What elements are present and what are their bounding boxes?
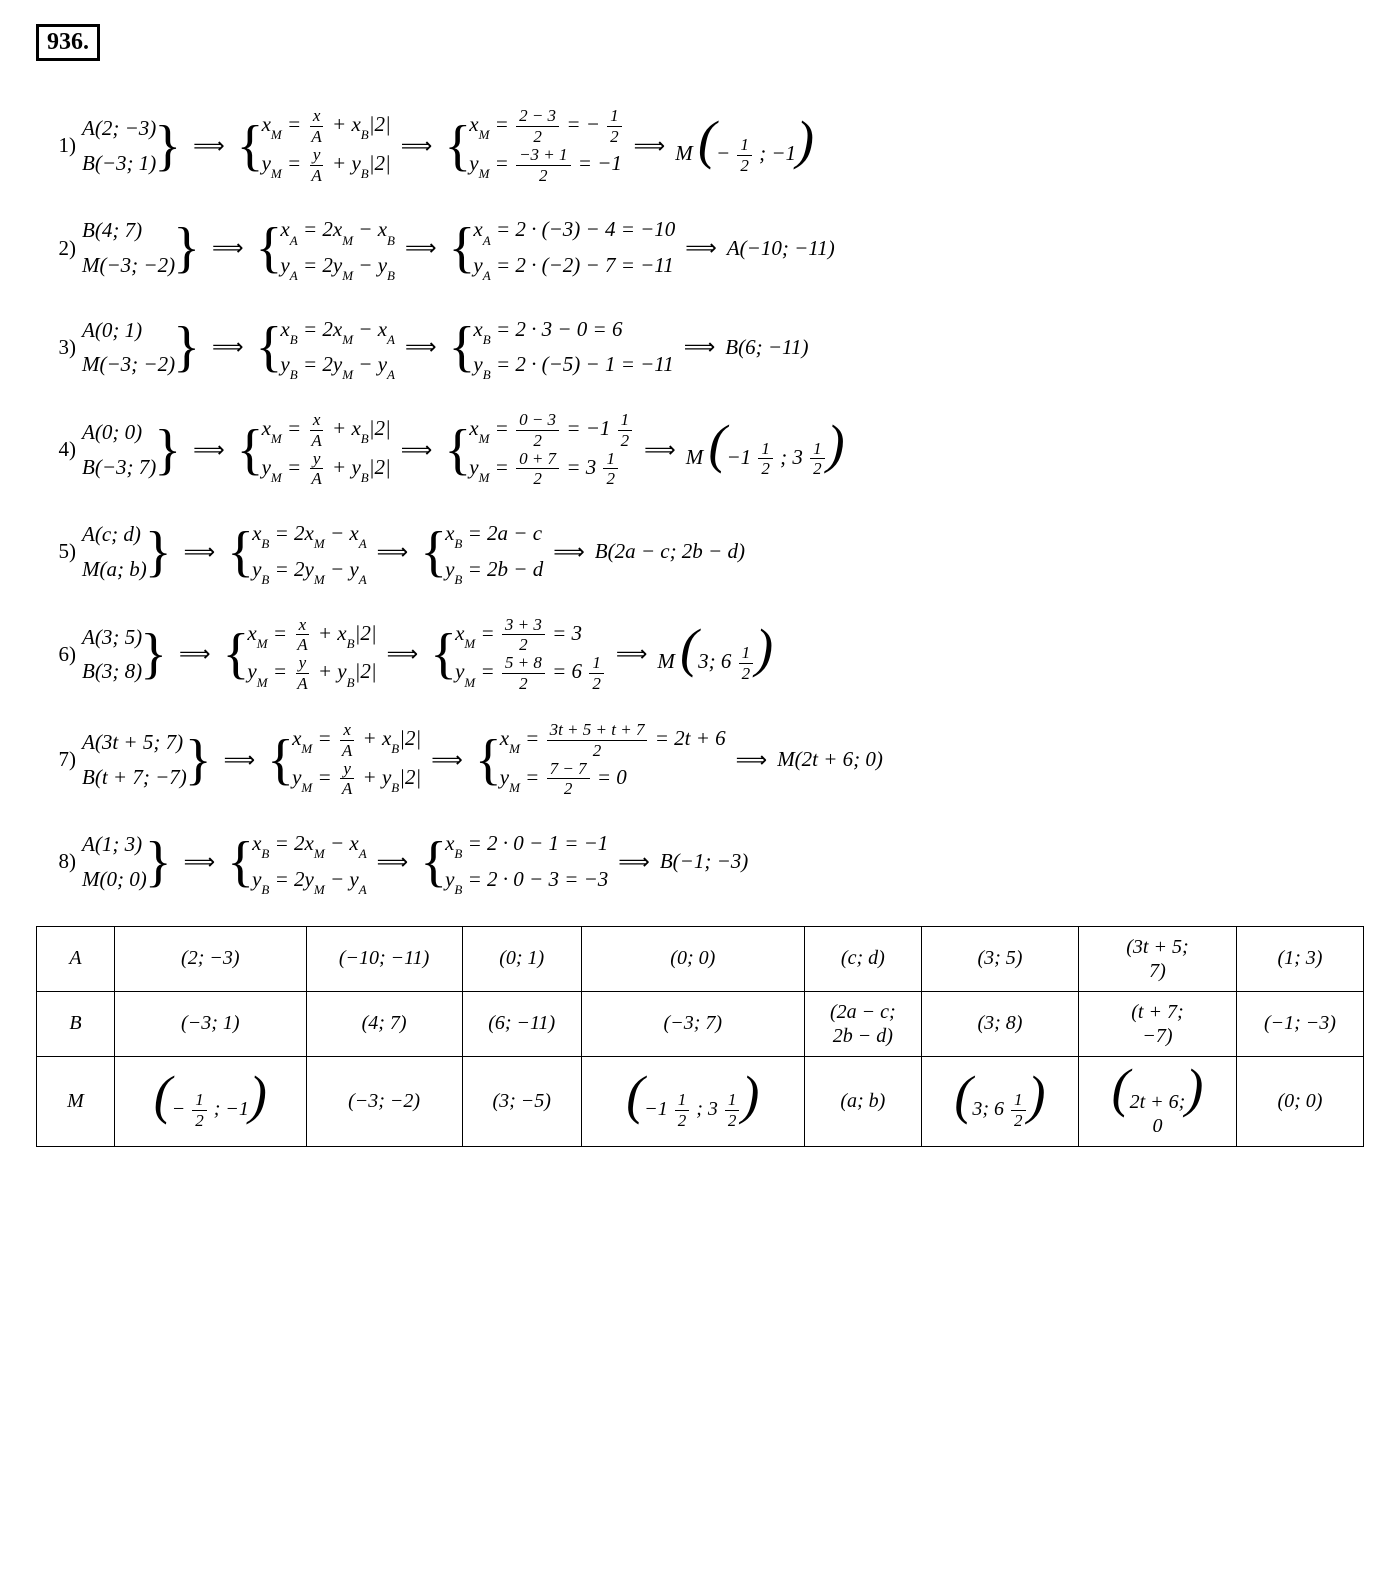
solution-line: 7)A(3t + 5; 7)B(t + 7; −7)}⟹{xM = xA + x… — [36, 721, 1364, 798]
row-header: A — [37, 926, 115, 991]
table-row: B(−3; 1)(4; 7)(6; −11)(−3; 7)(2a − c;2b … — [37, 991, 1364, 1056]
result: B(−1; −3) — [660, 849, 748, 874]
step-index: 6) — [36, 642, 76, 667]
row-header: M — [37, 1056, 115, 1146]
result: A(−10; −11) — [727, 236, 835, 261]
table-cell: (−3; 7) — [581, 991, 804, 1056]
table-cell: (t + 7;−7) — [1079, 991, 1237, 1056]
table-cell: (0; 1) — [462, 926, 581, 991]
table-cell: (−1; −3) — [1236, 991, 1363, 1056]
solution-line: 4)A(0; 0)B(−3; 7)}⟹{xM = xA + xB|2|yM = … — [36, 411, 1364, 488]
table-cell: (3t + 5;7) — [1079, 926, 1237, 991]
solution-line: 5)A(c; d)M(a; b)}⟹{xB = 2xM − xAyB = 2yM… — [36, 516, 1364, 587]
table-cell: (2a − c;2b − d) — [804, 991, 921, 1056]
answer-table: A(2; −3)(−10; −11)(0; 1)(0; 0)(c; d)(3; … — [36, 926, 1364, 1147]
step-index: 4) — [36, 437, 76, 462]
result: M (3; 6 12) — [657, 625, 773, 683]
table-cell: (3; 6 12) — [921, 1056, 1078, 1146]
step-index: 1) — [36, 133, 76, 158]
table-cell: (3; 8) — [921, 991, 1078, 1056]
step-index: 7) — [36, 747, 76, 772]
solution-steps: 1)A(2; −3)B(−3; 1)}⟹{xM = xA + xB|2|yM =… — [36, 107, 1364, 898]
table-cell: (3; −5) — [462, 1056, 581, 1146]
table-cell: (6; −11) — [462, 991, 581, 1056]
table-cell: (4; 7) — [306, 991, 462, 1056]
table-cell: (2t + 6;0) — [1079, 1056, 1237, 1146]
table-row: A(2; −3)(−10; −11)(0; 1)(0; 0)(c; d)(3; … — [37, 926, 1364, 991]
table-cell: (−1 12 ; 3 12) — [581, 1056, 804, 1146]
table-cell: (−3; −2) — [306, 1056, 462, 1146]
problem-number: 936. — [36, 24, 100, 61]
result: B(2a − c; 2b − d) — [595, 539, 745, 564]
table-cell: (1; 3) — [1236, 926, 1363, 991]
table-cell: (a; b) — [804, 1056, 921, 1146]
table-cell: (−3; 1) — [115, 991, 307, 1056]
step-index: 5) — [36, 539, 76, 564]
result: B(6; −11) — [725, 335, 808, 360]
solution-line: 1)A(2; −3)B(−3; 1)}⟹{xM = xA + xB|2|yM =… — [36, 107, 1364, 184]
solution-line: 6)A(3; 5)B(3; 8)}⟹{xM = xA + xB|2|yM = y… — [36, 616, 1364, 693]
table-cell: (−10; −11) — [306, 926, 462, 991]
table-cell: (c; d) — [804, 926, 921, 991]
solution-line: 2)B(4; 7)M(−3; −2)}⟹{xA = 2xM − xByA = 2… — [36, 212, 1364, 283]
table-cell: (− 12 ; −1) — [115, 1056, 307, 1146]
table-cell: (3; 5) — [921, 926, 1078, 991]
solution-line: 8)A(1; 3)M(0; 0)}⟹{xB = 2xM − xAyB = 2yM… — [36, 826, 1364, 897]
step-index: 8) — [36, 849, 76, 874]
table-cell: (0; 0) — [581, 926, 804, 991]
table-cell: (2; −3) — [115, 926, 307, 991]
result: M (− 12 ; −1) — [675, 117, 814, 175]
result: M(2t + 6; 0) — [777, 747, 883, 772]
table-row: M(− 12 ; −1)(−3; −2)(3; −5)(−1 12 ; 3 12… — [37, 1056, 1364, 1146]
solution-line: 3)A(0; 1)M(−3; −2)}⟹{xB = 2xM − xAyB = 2… — [36, 312, 1364, 383]
step-index: 3) — [36, 335, 76, 360]
row-header: B — [37, 991, 115, 1056]
result: M (−1 12 ; 3 12) — [686, 421, 845, 479]
table-cell: (0; 0) — [1236, 1056, 1363, 1146]
step-index: 2) — [36, 236, 76, 261]
